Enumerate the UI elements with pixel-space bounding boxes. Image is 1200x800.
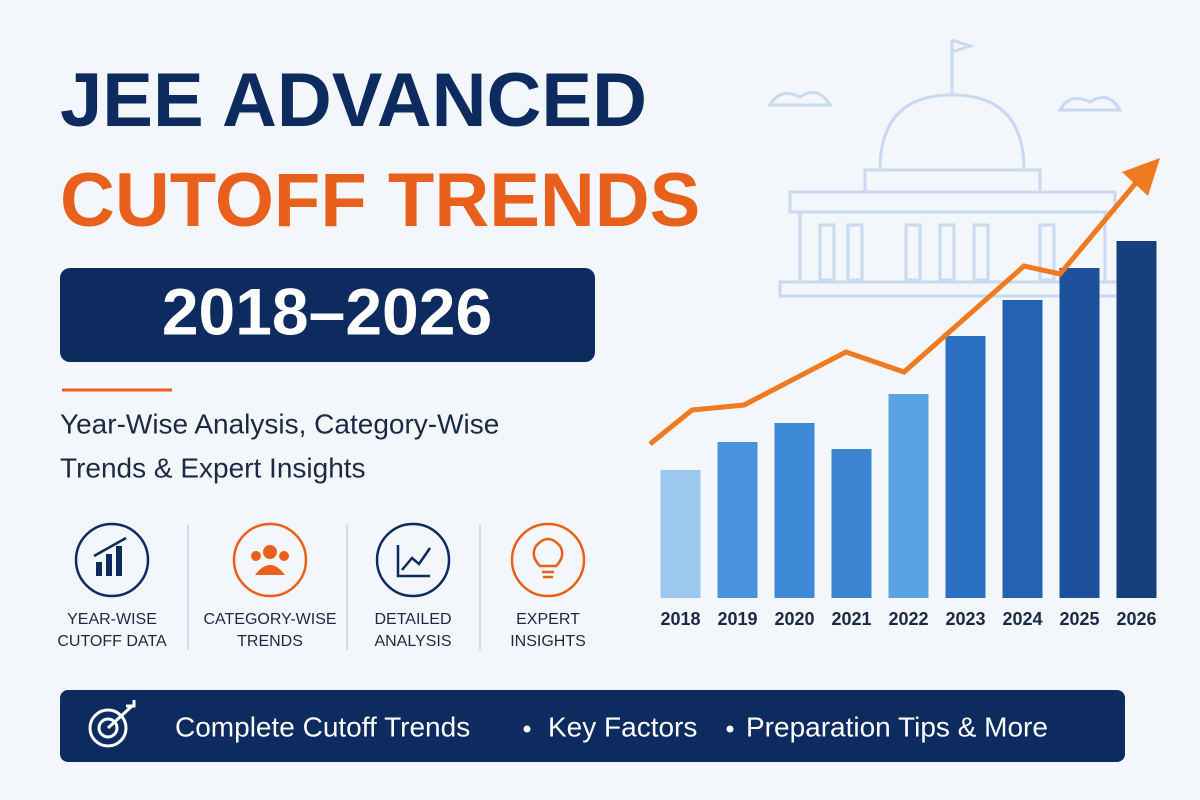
x-tick-label: 2022	[888, 609, 928, 629]
subtitle: Trends & Expert Insights	[60, 452, 366, 483]
feature-label: YEAR-WISE	[67, 611, 157, 628]
bar	[774, 423, 815, 598]
feature-label: ANALYSIS	[374, 633, 451, 650]
arrow-head	[1122, 158, 1160, 196]
feature-icons	[74, 522, 586, 598]
bar	[1116, 241, 1157, 598]
feature-label: DETAILED	[374, 611, 451, 628]
feature-label: CATEGORY-WISE	[203, 611, 336, 628]
bar	[1002, 300, 1043, 598]
footer-item: Complete Cutoff Trends	[175, 711, 470, 742]
bar-chart: 2018 2019 2020 2021 2022 2023 2024 2025 2026	[660, 241, 1157, 629]
x-tick-label: 2025	[1059, 609, 1099, 629]
x-tick-label: 2026	[1116, 609, 1156, 629]
x-tick-label: 2020	[774, 609, 814, 629]
title-line2: CUTOFF TRENDS	[60, 158, 700, 243]
x-tick-label: 2019	[717, 609, 757, 629]
years-box	[60, 268, 595, 362]
bar	[888, 394, 929, 598]
feature-label: INSIGHTS	[510, 633, 586, 650]
footer-item: Preparation Tips & More	[746, 711, 1048, 742]
bar	[660, 470, 701, 598]
bar	[717, 442, 758, 598]
x-tick-label: 2018	[660, 609, 700, 629]
bar	[1059, 268, 1100, 598]
bullet	[523, 725, 531, 733]
x-tick-label: 2021	[831, 609, 871, 629]
trend-arrow	[648, 176, 1142, 446]
footer-item: Key Factors	[548, 711, 697, 742]
bar	[831, 449, 872, 598]
x-tick-label: 2023	[945, 609, 985, 629]
x-tick-label: 2024	[1002, 609, 1042, 629]
title-line1: JEE ADVANCED	[60, 58, 647, 143]
bullet	[726, 725, 734, 733]
separators	[187, 525, 481, 650]
feature-label: EXPERT	[516, 611, 580, 628]
building-illustration	[767, 38, 1127, 298]
bar	[945, 336, 986, 598]
subtitle: Year-Wise Analysis, Category-Wise	[60, 408, 499, 439]
feature-label: CUTOFF DATA	[57, 633, 167, 650]
target-icon	[88, 700, 136, 748]
footer-bar	[60, 690, 1125, 762]
years: 2018–2026	[162, 274, 492, 348]
feature-label: TRENDS	[237, 633, 303, 650]
